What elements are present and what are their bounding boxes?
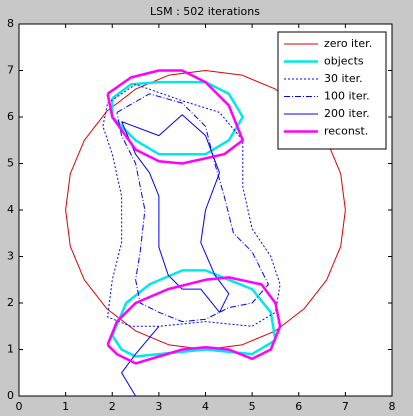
legend-box [277,31,387,150]
x-tick-label: 1 [62,400,69,413]
y-tick-label: 0 [7,389,14,402]
legend-label: zero iter. [324,37,372,50]
x-tick-label: 2 [109,400,116,413]
legend-label: reconst. [324,125,368,138]
x-tick-label: 4 [202,400,209,413]
chart-title: LSM : 502 iterations [150,5,260,18]
series-line [65,70,346,350]
legend-label: 30 iter. [324,72,363,85]
x-tick-label: 8 [389,400,396,413]
legend-label: 100 iter. [324,90,370,103]
legend-label: objects [324,55,364,68]
y-tick-label: 2 [7,296,14,309]
y-tick-label: 1 [7,343,14,356]
x-tick-label: 6 [295,400,302,413]
y-tick-label: 3 [7,250,14,263]
x-tick-label: 3 [155,400,162,413]
y-tick-label: 8 [7,17,14,30]
y-tick-label: 6 [7,110,14,123]
series-line [121,114,230,397]
y-tick-label: 7 [7,64,14,77]
series-line [111,80,277,358]
x-tick-label: 5 [249,400,256,413]
legend-label: 200 iter. [324,107,370,120]
y-tick-label: 4 [7,203,14,216]
x-tick-label: 7 [342,400,349,413]
y-tick-label: 5 [7,157,14,170]
x-tick-label: 0 [16,400,23,413]
series-line [106,69,282,365]
